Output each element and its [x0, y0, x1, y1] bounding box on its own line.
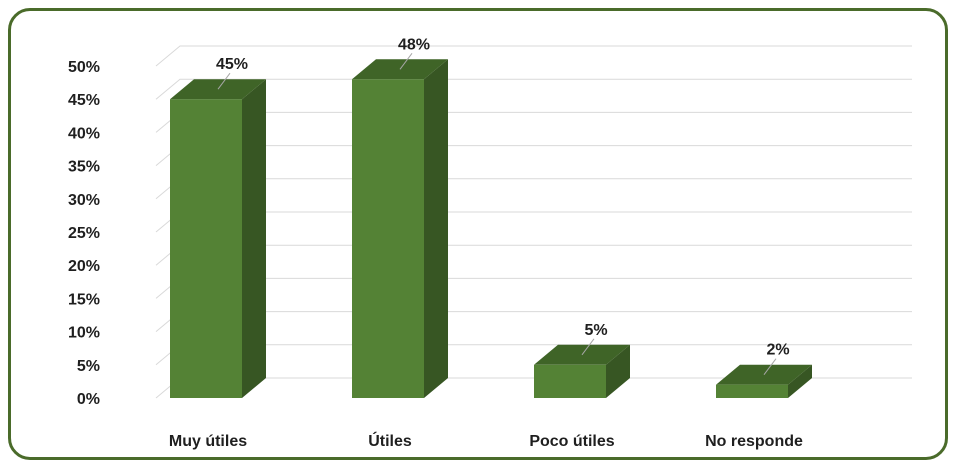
category-label: Muy útiles — [169, 433, 247, 450]
y-tick-label: 15% — [68, 291, 100, 308]
gridline — [155, 111, 912, 133]
gridline — [155, 211, 912, 233]
grid-layer — [155, 45, 912, 399]
bar-front — [352, 79, 424, 398]
bar-side — [242, 79, 266, 398]
bar-side — [606, 344, 630, 398]
y-tick-label: 30% — [68, 192, 100, 209]
data-label: 45% — [216, 56, 248, 73]
bar-side — [788, 364, 812, 398]
bar-front — [170, 99, 242, 398]
gridline — [155, 277, 912, 299]
bar — [534, 344, 630, 398]
gridline — [155, 78, 912, 100]
gridline — [155, 145, 912, 166]
data-label: 2% — [766, 342, 789, 359]
y-tick-label: 35% — [68, 159, 100, 176]
category-label: Útiles — [368, 431, 412, 450]
bar-front — [534, 364, 606, 398]
y-tick-label: 40% — [68, 125, 100, 142]
data-label-leader — [763, 358, 777, 376]
category-label: No responde — [705, 433, 803, 450]
bar — [716, 364, 812, 398]
bar — [352, 59, 448, 398]
y-tick-label: 50% — [68, 59, 100, 76]
data-label: 5% — [584, 322, 607, 339]
y-tick-label: 10% — [68, 325, 100, 342]
bar — [170, 79, 266, 398]
data-labels: 45% 48% 5% 2% — [216, 36, 790, 376]
gridline — [155, 344, 912, 366]
y-tick-label: 20% — [68, 258, 100, 275]
gridline — [155, 244, 912, 266]
data-label-leader — [581, 338, 595, 356]
gridline — [155, 178, 912, 200]
data-label-leader — [399, 52, 413, 70]
y-tick-label: 25% — [68, 225, 100, 242]
bar-side — [424, 59, 448, 398]
bars — [170, 59, 812, 398]
y-tick-label: 0% — [77, 391, 100, 408]
data-label: 48% — [398, 36, 430, 53]
data-label-leader — [217, 72, 231, 90]
y-tick-label: 5% — [77, 358, 100, 375]
gridline — [155, 45, 912, 67]
bar-front — [716, 384, 788, 398]
category-labels: Muy útiles Útiles Poco útiles No responde — [169, 431, 803, 450]
y-tick-label: 45% — [68, 92, 100, 109]
y-axis-ticks: 0% 5% 10% 15% 20% 25% 30% 35% 40% 45% 50% — [68, 59, 100, 408]
gridline — [155, 311, 912, 332]
category-label: Poco útiles — [529, 433, 614, 450]
